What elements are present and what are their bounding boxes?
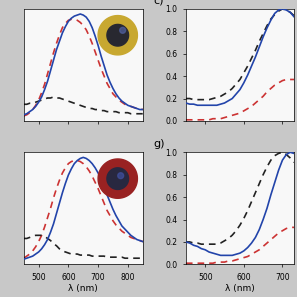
Text: g): g) (154, 139, 165, 149)
X-axis label: λ (nm): λ (nm) (68, 285, 98, 293)
Text: c): c) (154, 0, 164, 6)
X-axis label: λ (nm): λ (nm) (225, 285, 255, 293)
